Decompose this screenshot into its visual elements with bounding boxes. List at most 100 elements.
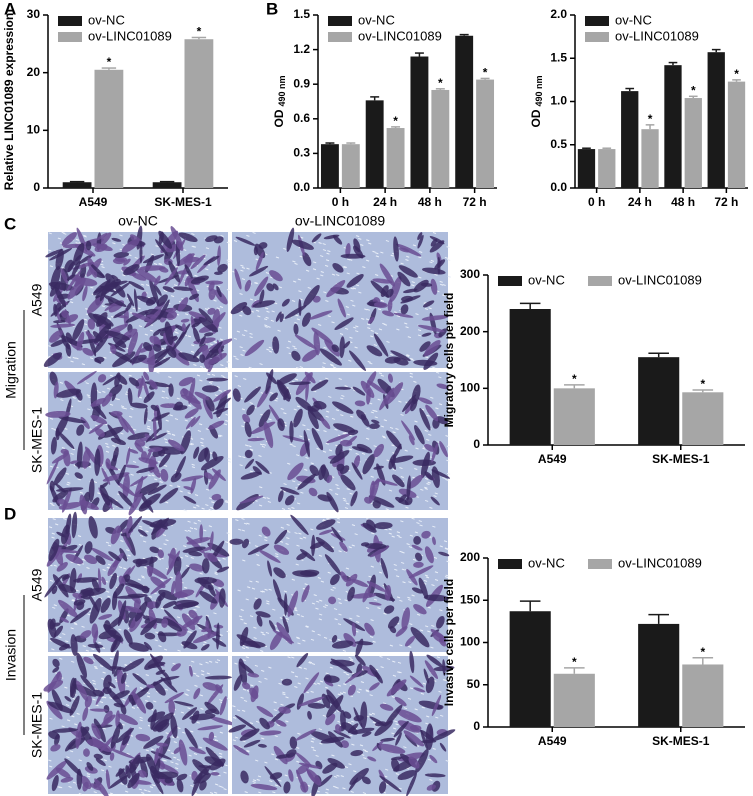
- bar: [554, 388, 595, 445]
- bar: [621, 91, 638, 188]
- pore: [228, 461, 231, 462]
- y-tick-label: 200: [460, 550, 480, 564]
- y-tick-label: 0: [33, 180, 40, 194]
- y-axis-label-main: Invasive cells per field: [442, 579, 456, 706]
- bar: [685, 98, 702, 188]
- y-tick-label: 100: [460, 381, 480, 395]
- y-tick-label: 0: [473, 437, 480, 451]
- y-tick-label: 0.6: [293, 111, 310, 125]
- x-tick-label: SK-MES-1: [154, 195, 212, 209]
- y-axis-label-main: OD: [272, 109, 286, 127]
- significance-mark: *: [700, 645, 705, 659]
- legend-label: ov-LINC01089: [618, 555, 702, 570]
- y-tick-label: 100: [460, 635, 480, 649]
- legend-label: ov-NC: [528, 555, 565, 570]
- pore: [448, 276, 451, 277]
- legend-label: ov-LINC01089: [618, 272, 702, 287]
- y-tick-label: 300: [460, 267, 480, 281]
- row-label: SK-MES-1: [29, 692, 45, 758]
- x-tick-label: 48 h: [671, 195, 695, 209]
- bar: [153, 182, 182, 188]
- bar: [510, 611, 551, 727]
- y-tick-label: 30: [27, 7, 41, 21]
- significance-mark: *: [572, 655, 577, 669]
- x-tick-label: A549: [79, 195, 108, 209]
- y-axis-label-sub: 490 nm: [534, 75, 544, 106]
- y-axis-label-main: OD: [529, 109, 543, 127]
- bar: [578, 149, 595, 188]
- micrograph: [229, 513, 449, 656]
- micrograph: [228, 651, 457, 796]
- y-axis-label-main: Migratory cells per field: [442, 293, 456, 428]
- group-label: Invasion: [3, 629, 19, 681]
- y-tick-label: 0: [473, 719, 480, 733]
- bar: [708, 52, 725, 188]
- legend-label: ov-LINC01089: [358, 28, 442, 43]
- y-tick-label: 0.0: [293, 180, 310, 194]
- bar: [510, 309, 551, 445]
- y-tick-label: 20: [27, 65, 41, 79]
- y-tick-label: 1.5: [293, 7, 310, 21]
- bar: [664, 65, 681, 188]
- bar: [682, 664, 723, 727]
- panel-label: C: [4, 214, 16, 233]
- significance-mark: *: [438, 76, 443, 90]
- row-label: A549: [29, 568, 45, 601]
- micrograph: [43, 512, 231, 657]
- legend-label: ov-LINC01089: [615, 28, 699, 43]
- x-tick-label: A549: [538, 734, 567, 748]
- bar: [95, 70, 124, 188]
- x-tick-label: 0 h: [332, 195, 349, 209]
- micrograph: [232, 368, 451, 513]
- bar: [342, 144, 360, 188]
- legend-swatch: [588, 559, 612, 569]
- y-tick-label: 0.0: [550, 180, 567, 194]
- micrograph: [229, 227, 451, 372]
- significance-mark: *: [734, 67, 739, 81]
- micrograph: [42, 225, 234, 375]
- bar: [455, 36, 473, 188]
- y-axis-label: Relative LINC01089 expression: [2, 13, 16, 190]
- y-tick-label: 0.3: [293, 146, 310, 160]
- significance-mark: *: [393, 114, 398, 128]
- y-tick-label: 1.0: [550, 94, 567, 108]
- legend-swatch: [585, 32, 609, 42]
- y-tick-label: 2.0: [550, 7, 567, 21]
- bar: [638, 624, 679, 727]
- bar: [728, 82, 745, 188]
- legend-swatch: [498, 559, 522, 569]
- x-tick-label: 24 h: [373, 195, 397, 209]
- legend-label: ov-NC: [358, 12, 395, 27]
- significance-mark: *: [700, 377, 705, 391]
- x-tick-label: 0 h: [588, 195, 605, 209]
- micrograph: [45, 370, 232, 517]
- x-tick-label: 24 h: [628, 195, 652, 209]
- bar: [321, 144, 339, 188]
- row-label: SK-MES-1: [29, 407, 45, 473]
- y-tick-label: 1.2: [293, 42, 310, 56]
- column-label: ov-LINC01089: [295, 213, 385, 229]
- legend-label: ov-NC: [88, 12, 125, 27]
- significance-mark: *: [691, 83, 696, 97]
- legend-swatch: [58, 32, 82, 42]
- x-tick-label: SK-MES-1: [652, 734, 710, 748]
- bar: [682, 392, 723, 445]
- x-tick-label: SK-MES-1: [652, 452, 710, 466]
- bar: [638, 357, 679, 445]
- bar: [387, 128, 405, 188]
- bar: [63, 182, 92, 188]
- legend-swatch: [585, 16, 609, 26]
- bar: [641, 129, 658, 188]
- legend-label: ov-NC: [528, 272, 565, 287]
- bar: [410, 57, 428, 188]
- y-axis-label-main: Relative LINC01089 expression: [2, 13, 16, 190]
- x-tick-label: A549: [538, 452, 567, 466]
- panel-label: D: [4, 504, 16, 523]
- bar: [476, 80, 494, 188]
- significance-mark: *: [197, 25, 202, 39]
- y-axis-label-sub: 490 nm: [277, 75, 287, 106]
- y-axis-label: Migratory cells per field: [442, 293, 456, 428]
- y-tick-label: 200: [460, 324, 480, 338]
- y-tick-label: 1.5: [550, 50, 567, 64]
